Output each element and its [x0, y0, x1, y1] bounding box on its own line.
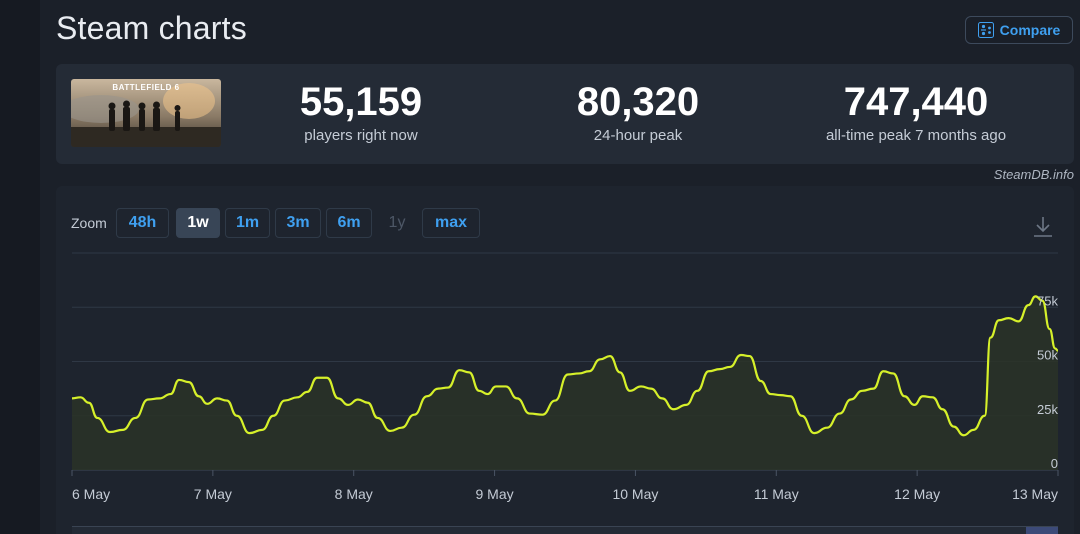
y-tick-label: 50k	[1037, 348, 1058, 363]
zoom-6m-button[interactable]: 6m	[326, 208, 372, 238]
compare-label: Compare	[999, 22, 1061, 38]
zoom-3m-button[interactable]: 3m	[275, 208, 321, 238]
y-tick-label: 0	[1051, 456, 1058, 471]
stats-panel: BATTLEFIELD 6 55,159 players right now 8…	[56, 64, 1074, 164]
zoom-label: Zoom	[71, 215, 107, 231]
series-area	[72, 296, 1058, 470]
side-strip	[0, 0, 40, 534]
navigator-handle[interactable]	[1026, 527, 1058, 534]
x-tick-label: 8 May	[335, 486, 373, 502]
x-tick-label: 6 May	[72, 486, 110, 502]
game-thumbnail[interactable]: BATTLEFIELD 6	[71, 79, 221, 147]
x-tick-label: 12 May	[894, 486, 940, 502]
zoom-1y-button: 1y	[380, 208, 414, 238]
stat-current-players: 55,159 players right now	[276, 80, 446, 144]
fraction-icon	[977, 22, 994, 38]
zoom-48h-button[interactable]: 48h	[116, 208, 169, 238]
page-title: Steam charts	[56, 10, 247, 46]
x-tick-label: 13 May	[1012, 486, 1058, 502]
zoom-1m-button[interactable]: 1m	[225, 208, 270, 238]
game-logo-text: BATTLEFIELD 6	[112, 83, 180, 92]
stat-24h-peak: 80,320 24-hour peak	[553, 80, 723, 144]
stat-caption: players right now	[304, 127, 418, 144]
chart-panel	[56, 186, 1074, 534]
stat-caption[interactable]: all-time peak 7 months ago	[825, 127, 1007, 144]
stat-all-time-peak: 747,440 all-time peak 7 months ago	[801, 80, 1031, 144]
x-tick-label: 7 May	[194, 486, 232, 502]
x-tick-label: 10 May	[612, 486, 658, 502]
x-tick-label: 9 May	[476, 486, 514, 502]
y-tick-label: 25k	[1037, 402, 1058, 417]
range-navigator[interactable]	[72, 526, 1058, 534]
series-line	[71, 295, 1059, 437]
compare-button[interactable]: Compare	[965, 16, 1073, 44]
stat-value: 80,320	[576, 80, 700, 124]
x-tick-label: 11 May	[754, 486, 799, 502]
steamdb-credit[interactable]: SteamDB.info	[993, 167, 1074, 182]
stat-caption: 24-hour peak	[593, 127, 683, 144]
y-tick-label: 75k	[1037, 293, 1058, 308]
stat-value: 747,440	[843, 80, 989, 124]
zoom-1w-button[interactable]: 1w	[176, 208, 220, 238]
zoom-max-button[interactable]: max	[422, 208, 480, 238]
stat-value: 55,159	[299, 80, 423, 124]
download-icon[interactable]	[1032, 215, 1054, 239]
